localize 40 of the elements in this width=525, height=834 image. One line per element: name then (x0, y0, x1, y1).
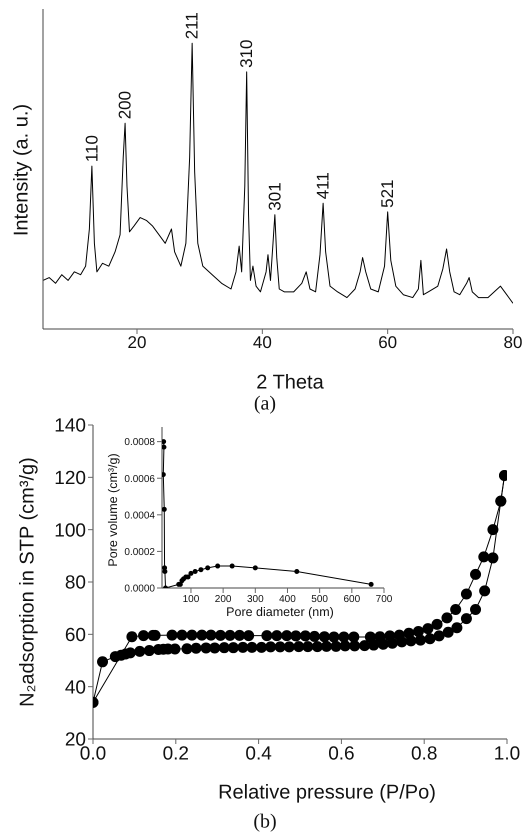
y-tick-label: 0.0004 (124, 510, 156, 522)
x-tick-label: 200 (214, 594, 232, 606)
y-tick-label: 100 (54, 520, 86, 542)
x-axis-title: 2 Theta (256, 372, 324, 394)
y-tick-label: 0.0002 (124, 546, 156, 558)
x-tick-label: 80 (504, 333, 522, 352)
y-axis-title: Pore volume (cm³/g) (106, 453, 120, 567)
y-tick-label: 0.0000 (124, 584, 156, 595)
x-tick-label: 600 (343, 594, 361, 606)
x-tick-label: 0.2 (162, 743, 190, 764)
text: (a) (254, 392, 276, 416)
annotation: 110 (82, 135, 102, 162)
y-tick-label: 0.0006 (124, 474, 156, 485)
annotation: 200 (116, 90, 135, 120)
x-tick-label: 700 (376, 594, 393, 606)
x-tick-label: 100 (182, 594, 200, 606)
annotation: 301 (265, 182, 284, 211)
text: (b) (253, 810, 277, 834)
y-tick-label: 120 (54, 468, 86, 490)
x-tick-label: 400 (279, 594, 296, 606)
y-axis-title: N₂adsorption in STP (cm³/g) (16, 457, 40, 707)
x-tick-label: 0.8 (410, 743, 438, 764)
annotation: 211 (182, 12, 202, 40)
annotation: 310 (237, 39, 256, 68)
y-tick-label: 0.0008 (124, 437, 156, 448)
x-axis-title: Relative pressure (P/Po) (218, 782, 436, 804)
x-tick-label: 60 (378, 333, 398, 352)
y-tick-label: 60 (64, 625, 86, 646)
x-tick-label: 0.4 (245, 743, 272, 764)
x-tick-label: 500 (311, 594, 328, 606)
y-tick-label: 140 (54, 416, 86, 437)
x-tick-label: 1.0 (494, 743, 520, 764)
y-axis-title: Intensity (a. u.) (10, 104, 34, 236)
annotation: 521 (378, 179, 398, 208)
x-tick-label: 300 (246, 594, 264, 606)
x-axis-title: Pore diameter (nm) (226, 605, 334, 619)
y-tick-label: 40 (64, 677, 86, 698)
x-tick-label: 40 (252, 333, 272, 352)
annotation: 411 (314, 172, 333, 200)
x-tick-label: 0.6 (328, 743, 355, 764)
